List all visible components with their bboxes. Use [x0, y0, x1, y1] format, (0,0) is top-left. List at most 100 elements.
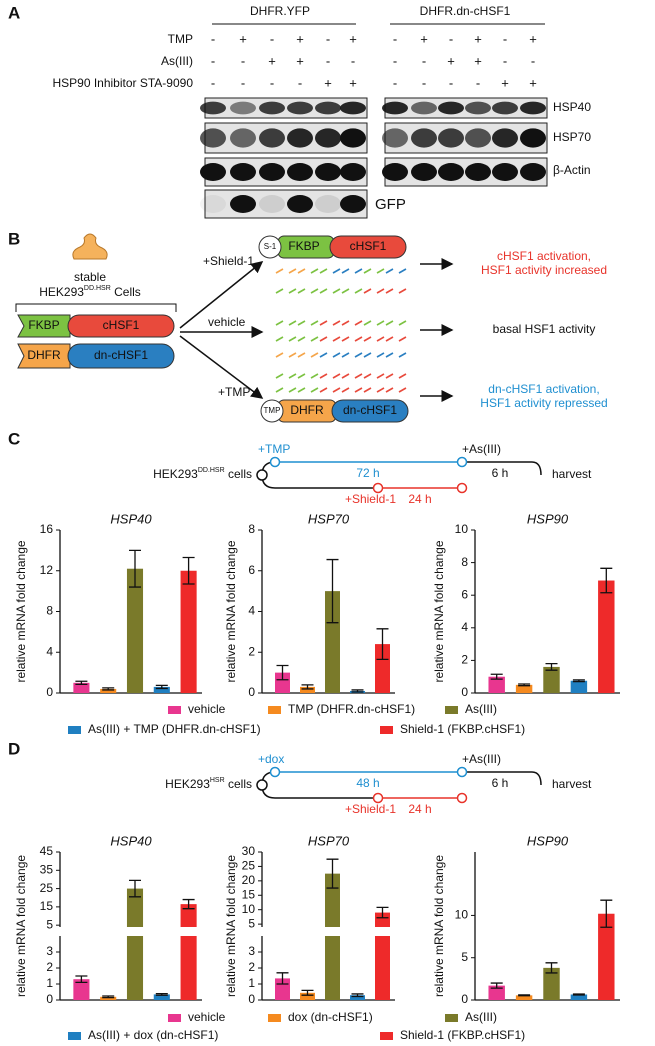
- dash: [319, 373, 328, 379]
- sign: +: [420, 31, 428, 46]
- y-tick-label: 15: [40, 899, 54, 913]
- bar: [300, 686, 315, 693]
- dash: [288, 336, 297, 342]
- error-bar: [351, 689, 364, 693]
- y-tick-label: 2: [248, 644, 255, 658]
- dash: [398, 288, 407, 294]
- y-tick-label: 8: [248, 522, 255, 536]
- y-tick-label: 25: [40, 881, 54, 895]
- cell-sup: HSR: [210, 777, 225, 784]
- legend-swatch: [68, 1032, 81, 1040]
- tl-label: 72 h: [356, 466, 379, 480]
- domain-label: cHSF1: [103, 318, 140, 332]
- domain-label: dn-cHSF1: [94, 348, 148, 362]
- band: [340, 128, 366, 148]
- band: [465, 163, 491, 181]
- domain-label: FKBP: [288, 239, 319, 253]
- y-tick-label: 0: [461, 992, 468, 1006]
- node: [456, 456, 468, 468]
- error-bar: [301, 989, 314, 996]
- y-tick-label: 4: [248, 604, 255, 618]
- tl-label: +As(III): [462, 442, 501, 456]
- dash: [310, 373, 319, 379]
- cell-name: HEK293: [39, 285, 84, 299]
- band: [382, 128, 408, 148]
- y-axis-label: relative mRNA fold change: [432, 855, 446, 997]
- tl-label: harvest: [552, 777, 592, 791]
- sign: -: [351, 53, 355, 68]
- sign: -: [531, 53, 535, 68]
- y-tick-label: 5: [248, 916, 255, 930]
- sign: +: [529, 31, 537, 46]
- error-bar: [75, 680, 88, 685]
- legend-label: vehicle: [188, 1010, 226, 1024]
- sign: -: [422, 75, 426, 90]
- bracket: [15, 303, 177, 312]
- band: [411, 128, 437, 148]
- cell-suffix: cells: [225, 467, 252, 481]
- dash: [310, 336, 319, 342]
- sign: +: [501, 75, 509, 90]
- dash: [319, 387, 328, 393]
- legend-label: As(III): [465, 1010, 497, 1024]
- domain-label: DHFR: [290, 403, 324, 417]
- tl-label: 24 h: [408, 492, 431, 506]
- y-tick-label: 0: [248, 685, 255, 699]
- dash: [385, 387, 394, 393]
- chart-title: HSP90: [527, 833, 569, 848]
- treatment-label: TMP: [168, 32, 193, 46]
- y-tick-label: 30: [242, 844, 256, 858]
- y-tick-label: 0: [46, 685, 53, 699]
- error-bar: [326, 858, 339, 889]
- band: [287, 101, 313, 115]
- bar: [153, 994, 170, 1000]
- dash: [288, 320, 297, 326]
- dash: [363, 268, 372, 274]
- dash: [332, 352, 341, 358]
- y-tick-label: 5: [46, 917, 53, 931]
- sign: -: [503, 53, 507, 68]
- sign: +: [268, 53, 276, 68]
- y-axis-label: relative mRNA fold change: [432, 540, 446, 682]
- tl-label: harvest: [552, 467, 592, 481]
- domain: [329, 235, 407, 259]
- sign: -: [393, 75, 397, 90]
- dash: [363, 373, 372, 379]
- band: [315, 195, 341, 213]
- dash: [363, 288, 372, 294]
- y-tick-label: 4: [46, 644, 53, 658]
- legend-label: Shield-1 (FKBP.cHSF1): [400, 1028, 525, 1042]
- chart-title: HSP40: [110, 511, 152, 526]
- legend-swatch: [168, 1014, 181, 1022]
- dash: [332, 373, 341, 379]
- dash: [398, 387, 407, 393]
- dash: [363, 336, 372, 342]
- node: [256, 779, 268, 791]
- error-bar: [572, 679, 585, 683]
- legend-swatch: [168, 706, 181, 714]
- bar: [100, 996, 117, 1000]
- error-bar: [102, 687, 115, 691]
- panel-label: B: [8, 229, 20, 248]
- dash: [341, 336, 350, 342]
- cell-text: stable: [74, 270, 106, 284]
- error-bar: [376, 628, 389, 661]
- legend-label: As(III): [465, 702, 497, 716]
- chart-title: HSP90: [527, 511, 569, 526]
- timeline: [462, 771, 542, 786]
- y-axis-label: relative mRNA fold change: [14, 855, 28, 997]
- y-tick-label: 0: [46, 992, 53, 1006]
- node: [372, 792, 384, 804]
- dash: [385, 268, 394, 274]
- bar: [100, 688, 117, 693]
- band: [465, 128, 491, 148]
- blot-label: HSP40: [553, 100, 591, 114]
- tl-label: +TMP: [258, 442, 290, 456]
- treatment-label: +TMP: [218, 385, 250, 399]
- bar: [153, 686, 170, 693]
- sign: -: [211, 31, 215, 46]
- bar: [325, 591, 340, 693]
- band: [492, 128, 518, 148]
